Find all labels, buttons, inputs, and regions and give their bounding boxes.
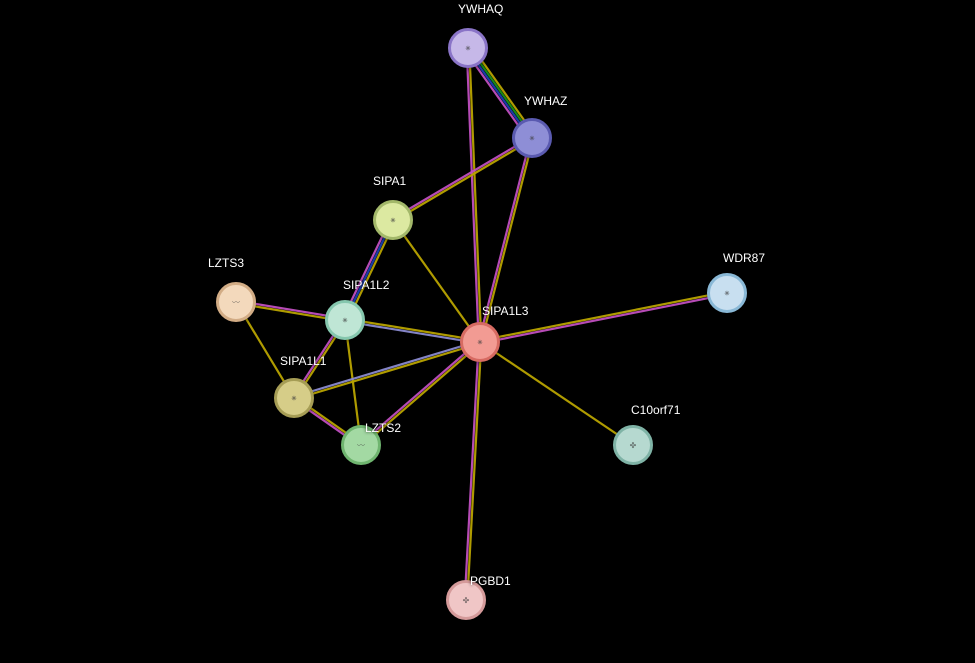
network-node[interactable]: ✷SIPA1L3 (460, 322, 500, 362)
network-node[interactable]: ✷YWHAZ (512, 118, 552, 158)
node-label: LZTS2 (365, 421, 401, 435)
node-circle[interactable]: ✷ (707, 273, 747, 313)
node-glyph: ✷ (342, 316, 349, 325)
node-circle[interactable]: ✤ (613, 425, 653, 465)
network-node[interactable]: ✷SIPA1L1 (274, 378, 314, 418)
node-label: SIPA1L3 (482, 304, 528, 318)
node-circle[interactable]: 〰 (216, 282, 256, 322)
node-label: SIPA1 (373, 174, 406, 188)
node-glyph: ✤ (630, 441, 637, 450)
network-node[interactable]: ✷WDR87 (707, 273, 747, 313)
node-glyph: ✷ (390, 216, 397, 225)
node-label: SIPA1L1 (280, 354, 326, 368)
edge-strand (480, 342, 633, 445)
node-circle[interactable]: ✷ (373, 200, 413, 240)
network-node[interactable]: ✷SIPA1 (373, 200, 413, 240)
node-glyph: ✷ (477, 338, 484, 347)
network-node[interactable]: ✷SIPA1L2 (325, 300, 365, 340)
node-glyph: 〰 (357, 440, 365, 451)
edge-strand (467, 342, 481, 600)
node-glyph: 〰 (232, 297, 240, 308)
node-label: C10orf71 (631, 403, 680, 417)
node-circle[interactable]: ✷ (325, 300, 365, 340)
node-label: LZTS3 (208, 256, 244, 270)
node-label: PGBD1 (470, 574, 511, 588)
edge-strand (392, 137, 531, 219)
node-circle[interactable]: ✷ (512, 118, 552, 158)
node-label: YWHAQ (458, 2, 503, 16)
node-glyph: ✷ (724, 289, 731, 298)
node-glyph: ✷ (291, 394, 298, 403)
edge-strand (465, 342, 479, 600)
node-circle[interactable]: ✷ (460, 322, 500, 362)
node-label: SIPA1L2 (343, 278, 389, 292)
node-label: WDR87 (723, 251, 765, 265)
edge-strand (467, 48, 479, 342)
network-node[interactable]: 〰LZTS2 (341, 425, 381, 465)
node-label: YWHAZ (524, 94, 567, 108)
network-node[interactable]: ✷YWHAQ (448, 28, 488, 68)
node-glyph: ✤ (463, 596, 470, 605)
network-node[interactable]: ✤PGBD1 (446, 580, 486, 620)
node-circle[interactable]: ✷ (448, 28, 488, 68)
edge-strand (480, 294, 727, 343)
network-node[interactable]: ✤C10orf71 (613, 425, 653, 465)
node-glyph: ✷ (529, 134, 536, 143)
network-node[interactable]: 〰LZTS3 (216, 282, 256, 322)
edge-strand (469, 48, 481, 342)
node-circle[interactable]: ✷ (274, 378, 314, 418)
node-glyph: ✷ (465, 44, 472, 53)
